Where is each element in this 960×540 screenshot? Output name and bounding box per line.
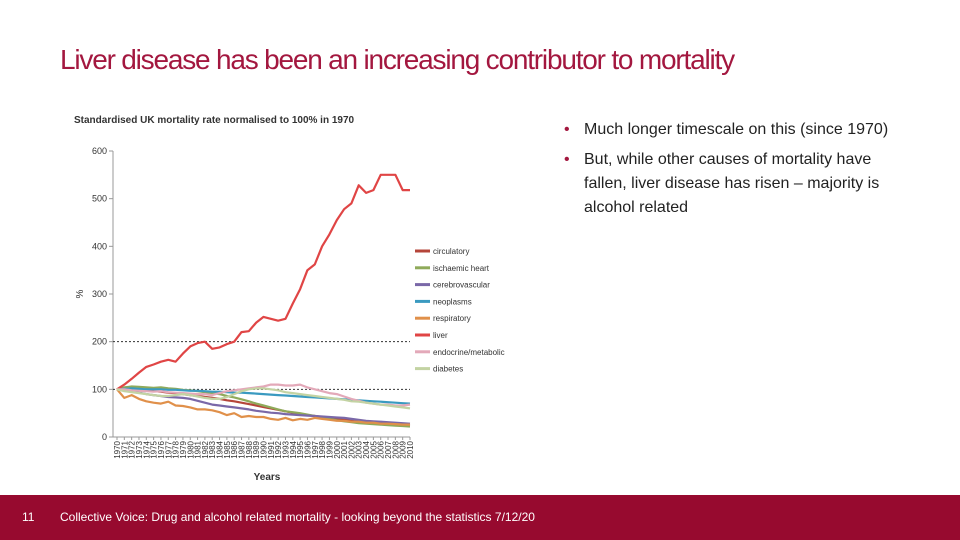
x-tick-label: 1990 xyxy=(260,440,269,458)
x-tick-label: 1977 xyxy=(164,440,173,458)
x-tick-label: 2000 xyxy=(333,440,342,458)
x-tick-label: 2010 xyxy=(406,440,415,458)
x-tick-label: 1986 xyxy=(230,440,239,458)
x-tick-label: 1994 xyxy=(289,440,298,458)
x-tick-label: 1997 xyxy=(311,440,320,458)
x-tick-label: 1984 xyxy=(216,440,225,458)
chart-title: Standardised UK mortality rate normalise… xyxy=(74,115,355,126)
series-line xyxy=(116,173,410,391)
x-tick-label: 1979 xyxy=(179,440,188,458)
legend-label: endocrine/metabolic xyxy=(433,348,505,357)
x-tick-label: 1988 xyxy=(245,440,254,458)
x-tick-label: 1975 xyxy=(150,440,159,458)
y-tick-label: 100 xyxy=(92,384,107,394)
x-tick-label: 2005 xyxy=(369,440,378,458)
x-tick-label: 2004 xyxy=(362,440,371,458)
x-tick-label: 1995 xyxy=(296,440,305,458)
x-tick-label: 1991 xyxy=(267,440,276,458)
x-tick-label: 1987 xyxy=(238,440,247,458)
legend-label: diabetes xyxy=(433,365,463,374)
y-axis-label: % xyxy=(75,289,86,298)
x-tick-label: 1982 xyxy=(201,440,210,458)
y-tick-label: 400 xyxy=(92,241,107,251)
x-tick-label: 1970 xyxy=(113,440,122,458)
x-tick-label: 1981 xyxy=(194,440,203,458)
legend-label: ischaemic heart xyxy=(433,264,490,273)
page-number: 11 xyxy=(22,510,35,524)
chart: Standardised UK mortality rate normalise… xyxy=(74,115,505,483)
x-tick-label: 2007 xyxy=(384,440,393,458)
series-line xyxy=(116,388,410,426)
x-tick-label: 1971 xyxy=(120,440,129,458)
legend-label: respiratory xyxy=(433,314,471,323)
x-tick-label: 1976 xyxy=(157,440,166,458)
x-tick-label: 1980 xyxy=(186,440,195,458)
bullet-list: Much longer timescale on this (since 197… xyxy=(560,118,890,226)
x-tick-label: 1993 xyxy=(281,440,290,458)
series-line xyxy=(116,387,411,410)
x-tick-label: 2001 xyxy=(340,440,349,458)
footer: 11 Collective Voice: Drug and alcohol re… xyxy=(0,495,960,540)
y-tick-label: 300 xyxy=(92,289,107,299)
x-tick-label: 2006 xyxy=(377,440,386,458)
legend-label: liver xyxy=(433,331,448,340)
x-tick-label: 1985 xyxy=(223,440,232,458)
x-tick-label: 1974 xyxy=(142,440,151,458)
footer-text: Collective Voice: Drug and alcohol relat… xyxy=(60,510,535,524)
x-tick-label: 1973 xyxy=(135,440,144,458)
x-tick-label: 1978 xyxy=(172,440,181,458)
y-tick-label: 600 xyxy=(92,146,107,156)
x-tick-label: 1983 xyxy=(208,440,217,458)
x-tick-label: 2009 xyxy=(399,440,408,458)
x-tick-label: 1992 xyxy=(274,440,283,458)
x-tick-label: 1996 xyxy=(303,440,312,458)
y-tick-label: 0 xyxy=(102,432,107,442)
x-tick-label: 2003 xyxy=(355,440,364,458)
legend-label: neoplasms xyxy=(433,297,472,306)
series-line xyxy=(116,385,411,428)
x-axis-label: Years xyxy=(254,472,281,483)
bullet: Much longer timescale on this (since 197… xyxy=(560,118,890,142)
x-tick-label: 1998 xyxy=(318,440,327,458)
y-tick-label: 200 xyxy=(92,337,107,347)
y-tick-label: 500 xyxy=(92,194,107,204)
x-tick-label: 1989 xyxy=(252,440,261,458)
slide-title: Liver disease has been an increasing con… xyxy=(60,44,735,75)
x-tick-label: 2008 xyxy=(391,440,400,458)
x-tick-label: 1999 xyxy=(325,440,334,458)
bullet: But, while other causes of mortality hav… xyxy=(560,148,890,220)
x-tick-label: 2002 xyxy=(347,440,356,458)
legend-label: cerebrovascular xyxy=(433,281,490,290)
x-tick-label: 1972 xyxy=(128,440,137,458)
legend-label: circulatory xyxy=(433,247,469,256)
